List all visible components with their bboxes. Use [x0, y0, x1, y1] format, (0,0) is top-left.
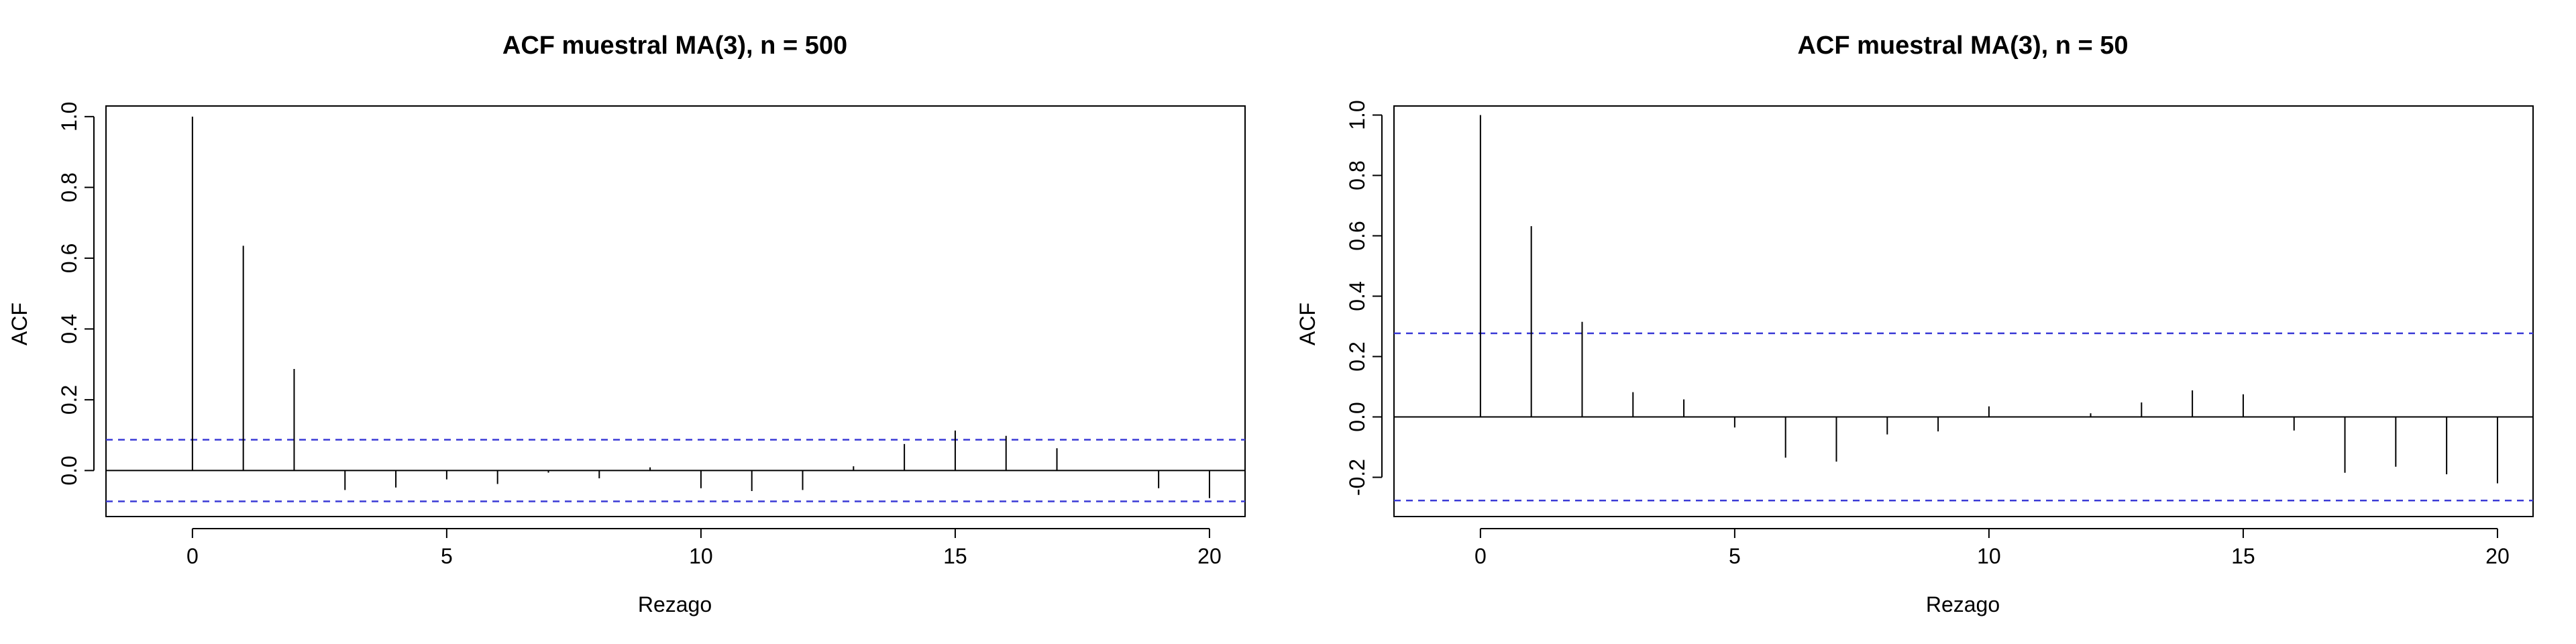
y-tick-label: 0.0 [57, 455, 81, 485]
y-tick-label: 0.6 [57, 244, 81, 273]
x-tick-label: 20 [1197, 544, 1222, 568]
y-tick-label: 1.0 [57, 102, 81, 131]
x-tick-label: 15 [943, 544, 967, 568]
y-tick-label: -0.2 [1345, 459, 1369, 496]
x-tick-label: 0 [186, 544, 199, 568]
y-tick-label: 0.2 [57, 385, 81, 415]
y-tick-label: 0.8 [1345, 160, 1369, 190]
x-axis-label: Rezago [638, 592, 712, 616]
acf-chart-n50: ACF muestral MA(3), n = 50 Rezago ACF 0 5… [1295, 32, 2534, 616]
plot-area: 0 5 10 15 20 0.0 0.2 0.4 0.6 0.8 1.0 [57, 102, 1246, 568]
x-tick-label: 5 [441, 544, 453, 568]
plot-frame [1393, 105, 2534, 517]
y-tick-label: 0.2 [1345, 341, 1369, 371]
x-tick-label: 0 [1474, 544, 1487, 568]
x-tick-label: 15 [2231, 544, 2255, 568]
plot-frame [105, 105, 1246, 517]
x-axis-label: Rezago [1926, 592, 2000, 616]
acf-chart-n500: ACF muestral MA(3), n = 500 Rezago ACF 0… [7, 32, 1246, 616]
y-tick-label: 0.6 [1345, 221, 1369, 250]
x-tick-label: 10 [1977, 544, 2001, 568]
y-tick-label: 0.4 [57, 314, 81, 343]
y-axis-label: ACF [1295, 303, 1320, 345]
y-tick-label: 0.4 [1345, 281, 1369, 311]
x-tick-label: 20 [2485, 544, 2510, 568]
y-axis-label: ACF [7, 303, 32, 345]
x-tick-label: 5 [1729, 544, 1741, 568]
y-tick-label: 0.8 [57, 172, 81, 202]
chart-title: ACF muestral MA(3), n = 50 [1797, 32, 2128, 60]
y-tick-label: 1.0 [1345, 100, 1369, 129]
chart-title: ACF muestral MA(3), n = 500 [502, 32, 847, 60]
y-tick-label: 0.0 [1345, 402, 1369, 431]
plot-area: 0 5 10 15 20 -0.2 0.0 0.2 0.4 0.6 0.8 1.0 [1345, 100, 2534, 568]
x-tick-label: 10 [689, 544, 713, 568]
